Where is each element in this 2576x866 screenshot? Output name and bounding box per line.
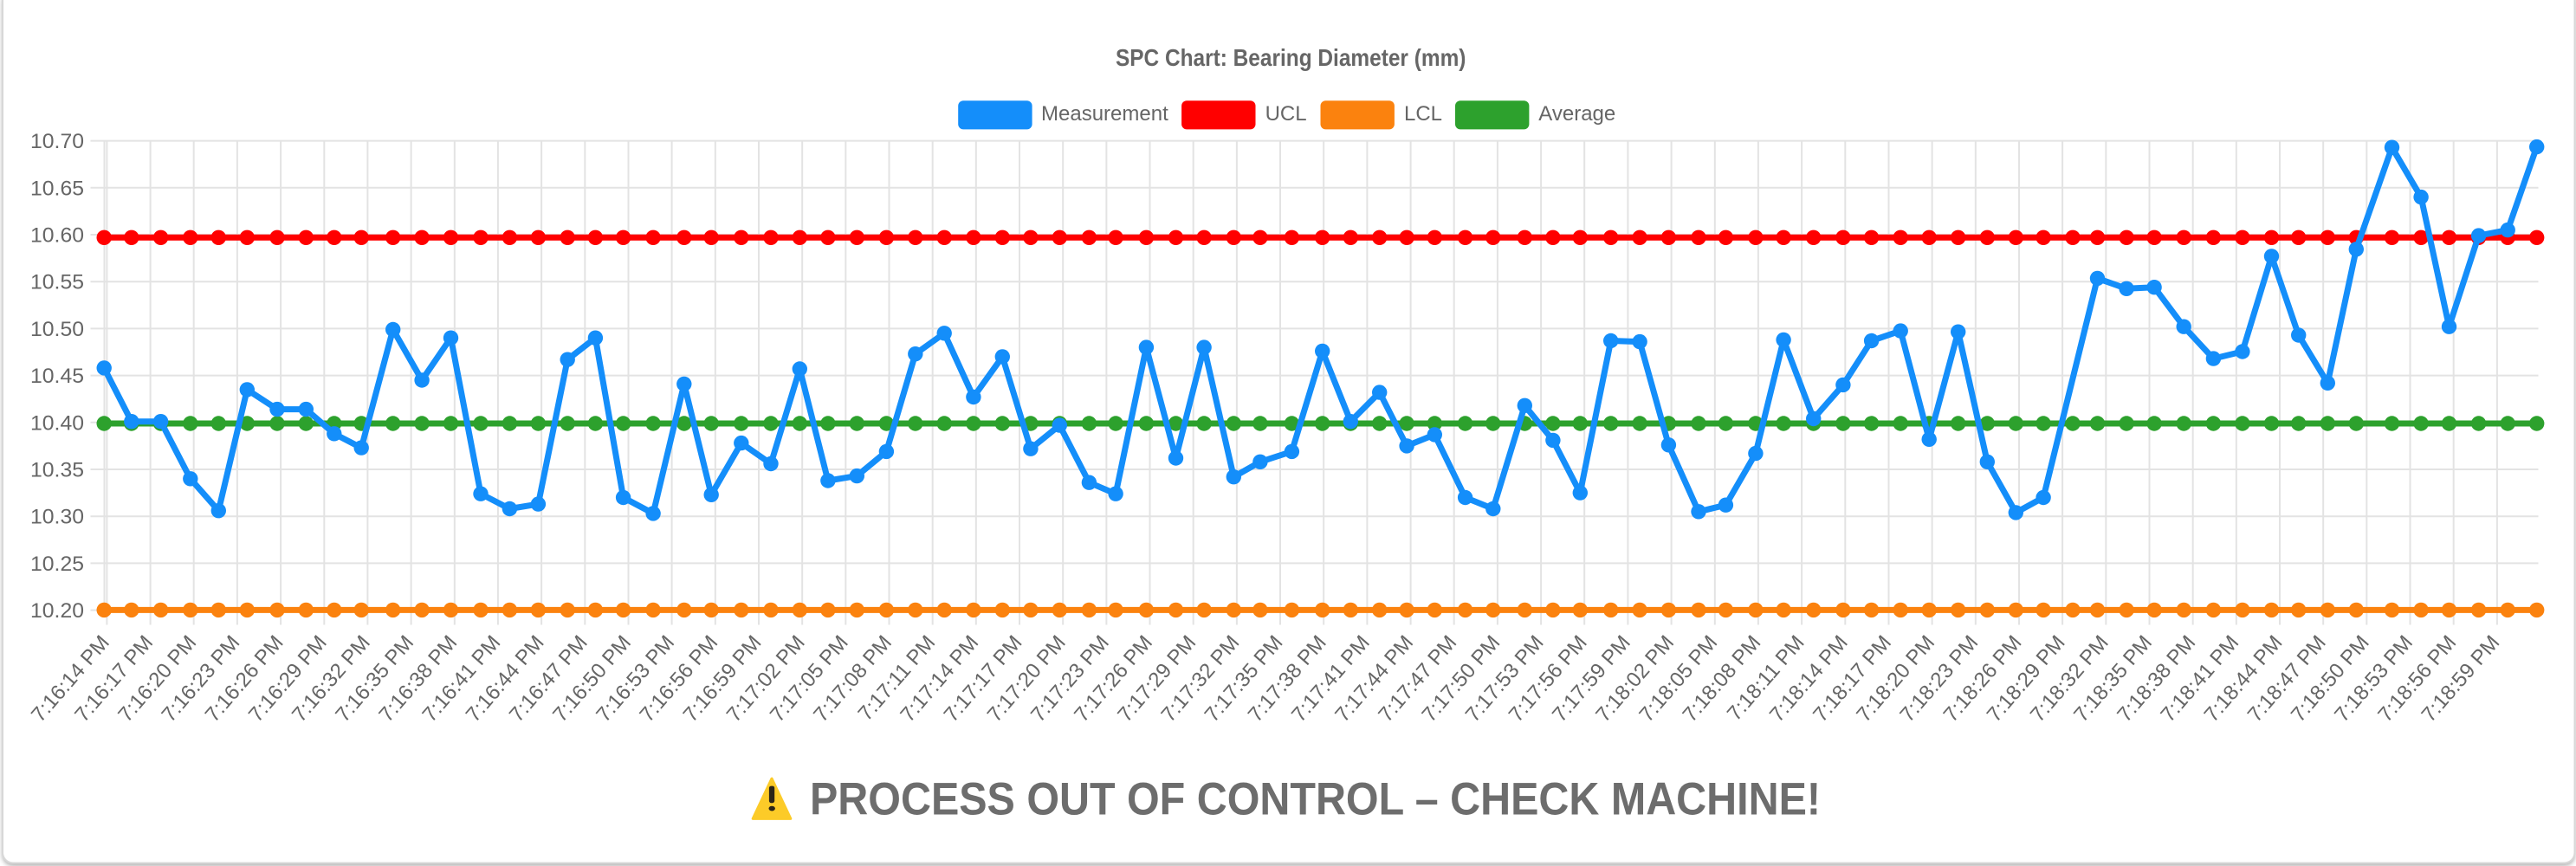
svg-text:10.45: 10.45 <box>30 365 84 388</box>
svg-text:10.50: 10.50 <box>30 318 84 341</box>
svg-text:10.25: 10.25 <box>30 553 84 576</box>
svg-text:10.40: 10.40 <box>30 411 84 435</box>
svg-text:10.35: 10.35 <box>30 459 84 482</box>
svg-text:Measurement: Measurement <box>1041 102 1168 126</box>
svg-text:LCL: LCL <box>1404 102 1442 126</box>
svg-text:10.30: 10.30 <box>30 506 84 529</box>
svg-text:UCL: UCL <box>1265 102 1307 126</box>
svg-text:10.60: 10.60 <box>30 224 84 248</box>
svg-text:PROCESS OUT OF CONTROL – CHECK: PROCESS OUT OF CONTROL – CHECK MACHINE! <box>810 774 1821 825</box>
svg-text:SPC Chart: Bearing Diameter (m: SPC Chart: Bearing Diameter (mm) <box>1116 44 1466 71</box>
svg-text:10.55: 10.55 <box>30 271 84 294</box>
svg-text:10.70: 10.70 <box>30 130 84 153</box>
svg-text:Average: Average <box>1538 102 1615 126</box>
svg-text:10.65: 10.65 <box>30 177 84 200</box>
svg-text:10.20: 10.20 <box>30 599 84 623</box>
